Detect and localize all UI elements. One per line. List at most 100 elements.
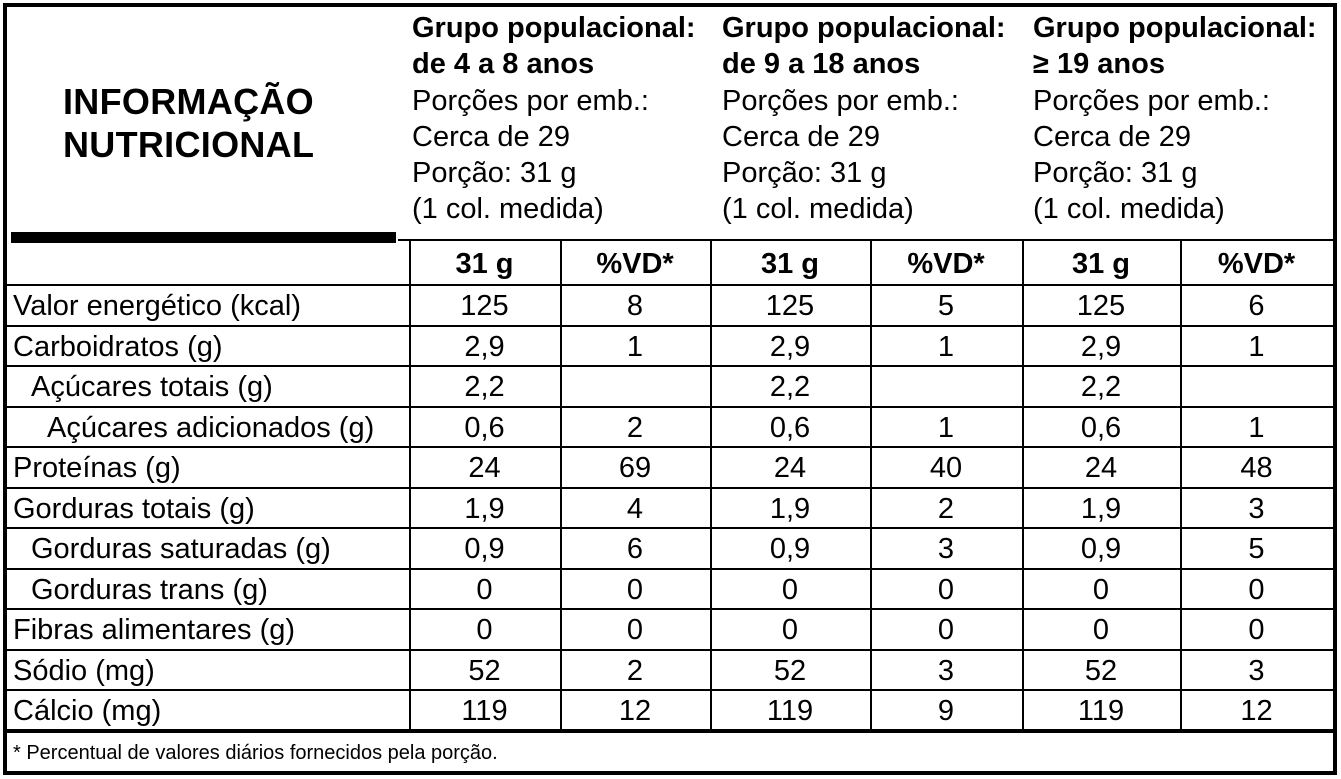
column-header-vd: %VD* [907,247,985,280]
amount-value: 1,9 [1080,492,1122,525]
column-divider [1022,239,1024,729]
nutrition-facts-panel [3,3,1337,775]
amount-value: 52 [1084,654,1118,687]
vd-value: 5 [1248,532,1265,565]
nutrient-label: Fibras alimentares (g) [13,613,296,646]
portions-label: Porções por emb.: [412,84,649,117]
vd-value: 40 [929,451,963,484]
nutrient-label: Sódio (mg) [13,654,155,687]
group-name: Grupo populacional: [722,12,1006,44]
nutrient-label: Açúcares adicionados (g) [47,411,375,444]
row-divider [7,365,1333,367]
amount-value: 2,2 [464,370,505,403]
amount-value: 0,9 [769,532,811,565]
amount-value: 0,9 [1080,532,1122,565]
vd-value: 1 [626,330,644,363]
amount-value: 119 [461,694,508,727]
group-name: Grupo populacional: [412,12,696,44]
column-header-vd: %VD* [596,247,674,280]
vd-value: 0 [937,573,955,606]
vd-value: 2 [937,492,955,525]
vd-value: 1 [937,330,955,363]
amount-value: 52 [773,654,807,687]
vd-value: 6 [1248,289,1265,322]
table-bottom-rule [7,729,1333,733]
group-name: Grupo populacional: [1033,12,1317,44]
amount-value: 2,9 [464,330,505,363]
group-age: de 4 a 8 anos [412,48,595,81]
vd-value: 3 [1248,492,1265,525]
amount-value: 2,9 [769,330,811,363]
vd-value: 9 [937,694,955,727]
amount-value: 119 [766,694,814,727]
vd-value: 0 [1248,573,1265,606]
group-header-1: Grupo populacional: de 4 a 8 anos Porções … [412,10,696,228]
group-header-2: Grupo populacional: de 9 a 18 anos Porções… [722,10,1006,228]
vd-value: 4 [626,492,644,525]
portions-label: Porções por emb.: [1033,84,1270,117]
vd-value: 0 [1248,613,1265,646]
group-age: ≥ 19 anos [1033,48,1165,81]
vd-value: 1 [1248,330,1265,363]
row-divider [7,689,1333,691]
vd-value [1180,367,1333,407]
amount-value: 2,2 [1080,370,1122,403]
vd-value: 0 [937,613,955,646]
row-divider [7,446,1333,448]
vd-value: 2 [626,411,644,444]
amount-value: 0 [476,573,493,606]
amount-value: 125 [1076,289,1126,322]
amount-value: 24 [773,451,807,484]
column-divider [1180,239,1182,729]
amount-value: 0 [1092,573,1110,606]
amount-value: 125 [460,289,509,322]
vd-value: 6 [626,532,644,565]
amount-value: 119 [1077,694,1125,727]
vd-value [870,367,1022,407]
vd-value: 2 [626,654,644,687]
row-divider [7,527,1333,529]
vd-value: 0 [626,573,644,606]
amount-value: 52 [468,654,501,687]
column-divider [870,239,872,729]
column-header-amount: 31 g [455,247,514,280]
title-divider-bar [11,232,396,243]
portion-size: Porção: 31 g [412,157,577,190]
vd-value: 1 [937,411,955,444]
vd-value: 1 [1248,411,1265,444]
column-header-amount: 31 g [1071,247,1131,280]
panel-title: INFORMAÇÃO NUTRICIONAL [63,80,393,166]
portion-size: Porção: 31 g [722,157,887,190]
amount-value: 1,9 [769,492,811,525]
nutrient-label: Gorduras trans (g) [31,573,268,606]
portions-value: Cerca de 29 [412,120,570,153]
amount-value: 2,9 [1080,330,1122,363]
column-divider [409,239,411,729]
amount-value: 0 [1092,613,1110,646]
column-divider [710,239,712,729]
vd-value: 48 [1240,451,1273,484]
amount-value: 0 [476,613,493,646]
portions-value: Cerca de 29 [1033,120,1191,153]
nutrient-label: Cálcio (mg) [13,694,162,727]
title-line-2: NUTRICIONAL [63,124,315,165]
footnote: * Percentual de valores diários fornecid… [13,742,498,764]
amount-value: 24 [1084,451,1118,484]
vd-value: 12 [1240,694,1273,727]
group-header-3: Grupo populacional: ≥ 19 anos Porções por … [1033,10,1317,228]
header-top-rule [398,239,1333,241]
nutrient-label: Carboidratos (g) [13,330,223,363]
nutrient-label: Gorduras saturadas (g) [31,532,331,565]
row-divider [7,487,1333,489]
portions-value: Cerca de 29 [722,120,880,153]
nutrient-label: Açúcares totais (g) [31,370,273,403]
header-bottom-rule [7,284,1333,286]
amount-value: 0,6 [769,411,811,444]
vd-value: 69 [618,451,652,484]
portions-label: Porções por emb.: [722,84,959,117]
portion-size: Porção: 31 g [1033,157,1198,190]
vd-value: 3 [937,654,955,687]
amount-value: 0,6 [464,411,505,444]
column-divider [560,239,562,729]
row-divider [7,649,1333,651]
